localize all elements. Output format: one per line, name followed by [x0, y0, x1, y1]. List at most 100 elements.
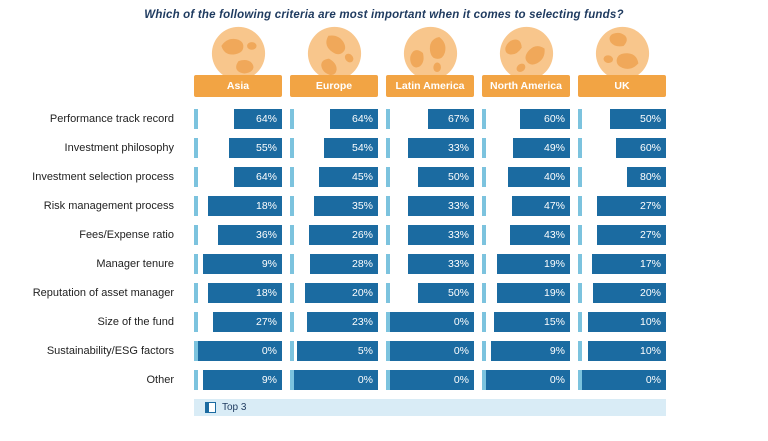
bar-value-label: 33%	[447, 257, 469, 270]
bar-value-label: 50%	[447, 286, 469, 299]
legend-top3-swatch	[205, 402, 216, 413]
bar-cell: 64%	[194, 108, 282, 129]
bar-cell: 43%	[482, 224, 570, 245]
bar-value-label: 9%	[261, 257, 277, 270]
bar-left-marker	[290, 369, 294, 390]
legend-label: Top 3	[222, 402, 247, 413]
top3-bar-fill	[198, 282, 209, 303]
bar-cell: 40%	[482, 166, 570, 187]
criteria-label: Size of the fund	[97, 315, 174, 328]
bar-left-marker	[482, 340, 486, 361]
bar-value-label: 67%	[447, 112, 469, 125]
top3-bar-fill	[198, 108, 234, 129]
bar-value-label: 0%	[261, 344, 277, 357]
criteria-label: Investment philosophy	[64, 141, 174, 154]
bar-value-label: 64%	[255, 112, 277, 125]
bar-left-marker	[482, 137, 486, 158]
criteria-row: Risk management process 18% 35% 33% 47% 27%	[0, 191, 768, 220]
bar-cell: 27%	[578, 224, 666, 245]
bar-value-label: 60%	[639, 141, 661, 154]
top3-bar-fill	[486, 282, 497, 303]
bar-cell: 35%	[290, 195, 378, 216]
criteria-label: Sustainability/ESG factors	[46, 344, 174, 357]
top3-bar-fill	[390, 253, 409, 274]
bar-cell: 0%	[386, 369, 474, 390]
bar-cell: 9%	[194, 253, 282, 274]
bar-left-marker	[578, 108, 582, 129]
globe-icon	[403, 26, 457, 81]
bar-cell: 20%	[290, 282, 378, 303]
bar-value-label: 64%	[255, 170, 277, 183]
bar-cell: 10%	[578, 340, 666, 361]
bar-value-label: 9%	[261, 373, 277, 386]
bar-left-marker	[578, 340, 582, 361]
bar-cell: 18%	[194, 195, 282, 216]
globe-icon	[211, 26, 265, 81]
bar-cell: 36%	[194, 224, 282, 245]
legend-strip: Top 3	[194, 399, 666, 416]
bar-value-label: 28%	[351, 257, 373, 270]
bar-value-label: 27%	[639, 199, 661, 212]
bar-value-label: 18%	[255, 199, 277, 212]
bar-left-marker	[386, 282, 390, 303]
region-tab: Asia	[194, 75, 282, 97]
bar-left-marker	[194, 311, 198, 332]
bar-value-label: 0%	[453, 344, 469, 357]
bar-cell: 0%	[386, 340, 474, 361]
bar-left-marker	[386, 253, 390, 274]
bar-value-label: 40%	[543, 170, 565, 183]
top3-bar-fill	[294, 253, 310, 274]
bar-value-label: 0%	[645, 373, 661, 386]
bar-left-marker	[290, 137, 294, 158]
bar-value-label: 60%	[543, 112, 565, 125]
bar-value-label: 23%	[351, 315, 373, 328]
bar-cell: 0%	[578, 369, 666, 390]
bar-value-label: 47%	[543, 199, 565, 212]
criteria-row: Other 9% 0% 0% 0% 0%	[0, 365, 768, 394]
top3-bar-fill	[198, 166, 234, 187]
bar-left-marker	[386, 369, 390, 390]
bar-cell: 9%	[194, 369, 282, 390]
top3-bar-fill	[294, 195, 314, 216]
bar-left-marker	[578, 137, 582, 158]
globe-icon	[595, 26, 649, 81]
bar-value-label: 35%	[351, 199, 373, 212]
bar-value-label: 54%	[351, 141, 373, 154]
bar-left-marker	[290, 108, 294, 129]
bar-cell: 19%	[482, 282, 570, 303]
bar-value-label: 19%	[543, 257, 565, 270]
top3-bar-fill	[198, 369, 204, 390]
bar-value-label: 5%	[357, 344, 373, 357]
criteria-label: Manager tenure	[96, 257, 174, 270]
bar-left-marker	[482, 108, 486, 129]
region-tab: Europe	[290, 75, 378, 97]
bar-value-label: 0%	[453, 373, 469, 386]
bar-value-label: 55%	[255, 141, 277, 154]
top3-bar-fill	[486, 311, 495, 332]
top3-bar-fill	[198, 137, 229, 158]
top3-bar-fill	[582, 195, 598, 216]
bar-left-marker	[290, 340, 294, 361]
legend-row: Top 3	[0, 399, 768, 416]
bar-left-marker	[290, 311, 294, 332]
top3-bar-fill	[294, 282, 306, 303]
bar-left-marker	[482, 369, 486, 390]
bar-value-label: 10%	[639, 315, 661, 328]
bar-left-marker	[482, 253, 486, 274]
top3-bar-fill	[486, 166, 509, 187]
bar-value-label: 36%	[255, 228, 277, 241]
criteria-row: Fees/Expense ratio 36% 26% 33% 43% 27%	[0, 220, 768, 249]
top3-bar-fill	[582, 166, 627, 187]
top3-bar-fill	[582, 282, 594, 303]
bar-cell: 5%	[290, 340, 378, 361]
bar-left-marker	[386, 137, 390, 158]
region-column-header: Europe	[290, 25, 378, 97]
bar-cell: 55%	[194, 137, 282, 158]
top3-bar-fill	[486, 224, 511, 245]
bar-cell: 17%	[578, 253, 666, 274]
bar-value-label: 33%	[447, 199, 469, 212]
chart-title: Which of the following criteria are most…	[144, 9, 624, 21]
chart-rows: Performance track record 64% 64% 67% 60% 50% I…	[0, 104, 768, 394]
top3-bar-fill	[582, 311, 588, 332]
bar-cell: 0%	[482, 369, 570, 390]
